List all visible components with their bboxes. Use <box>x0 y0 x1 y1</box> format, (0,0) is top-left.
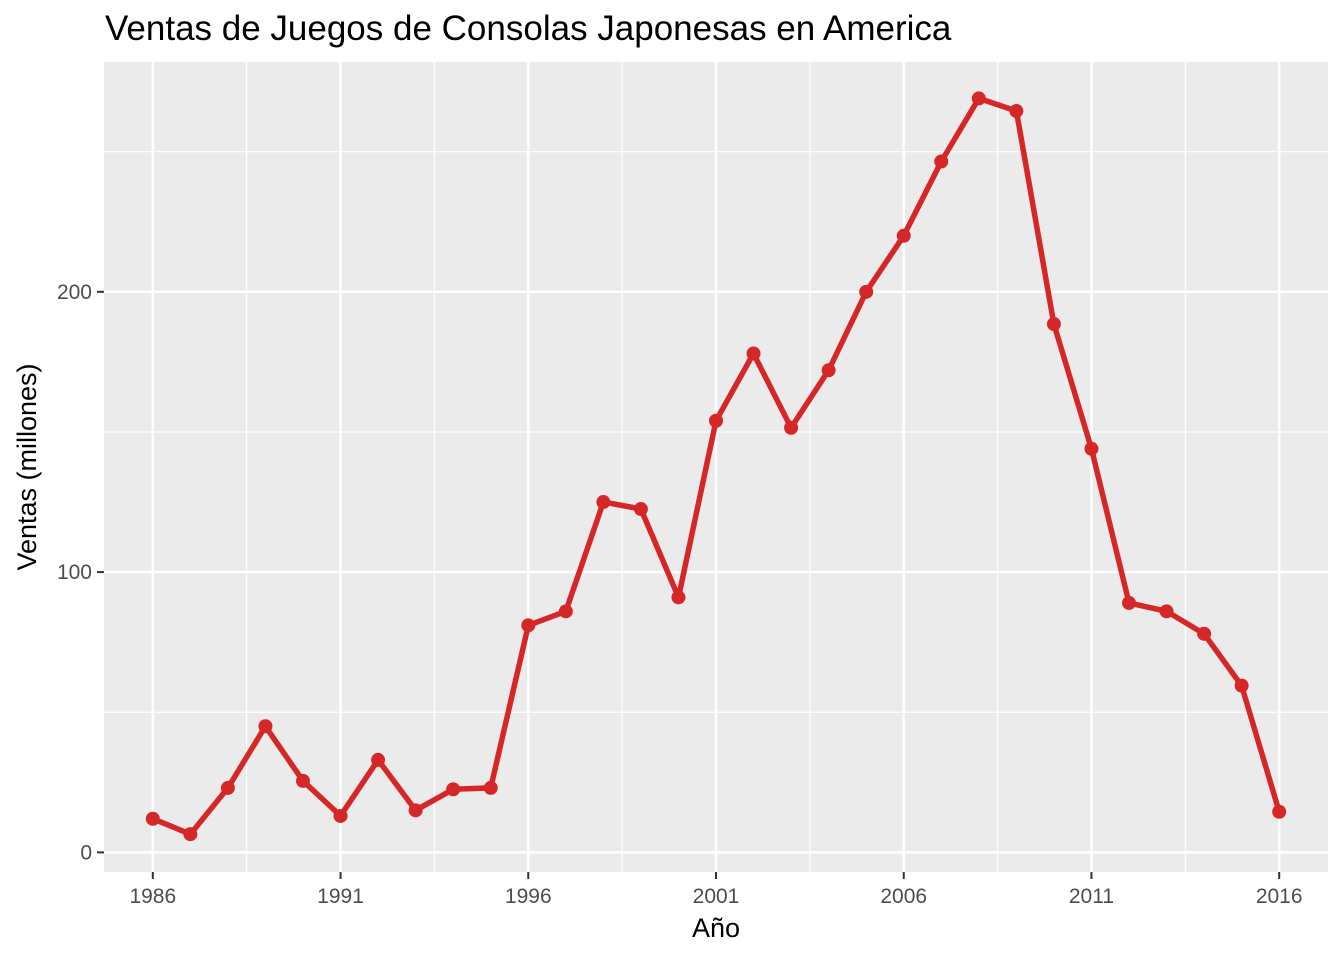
data-point <box>671 590 686 605</box>
data-point <box>258 719 273 734</box>
data-point <box>821 363 836 378</box>
data-point <box>971 91 986 106</box>
data-point <box>295 773 310 788</box>
data-point <box>1084 441 1099 456</box>
data-point <box>371 752 386 767</box>
x-axis: 1986 1991 1996 2001 2006 2011 2016 <box>129 872 1303 908</box>
x-tick-label: 1996 <box>505 885 552 908</box>
x-tick-label: 2011 <box>1069 885 1114 908</box>
data-point <box>1234 678 1249 693</box>
x-tick-label: 1991 <box>317 885 364 908</box>
data-point <box>934 154 949 169</box>
chart-title: Ventas de Juegos de Consolas Japonesas e… <box>105 9 952 48</box>
data-point <box>183 827 198 842</box>
data-point <box>596 495 611 510</box>
x-axis-title: Año <box>692 913 740 943</box>
x-tick-label: 1986 <box>129 885 176 908</box>
y-axis: 0 100 200 <box>57 281 104 864</box>
data-point <box>709 413 723 428</box>
x-tick-label: 2006 <box>880 885 927 908</box>
data-point <box>896 228 911 243</box>
minor-gridlines <box>104 62 1328 872</box>
data-point <box>859 284 874 299</box>
y-tick-label: 100 <box>57 561 92 584</box>
data-point <box>1122 595 1137 610</box>
data-point <box>1272 804 1287 819</box>
x-tick-label: 2001 <box>693 885 740 908</box>
data-point <box>1046 317 1061 332</box>
data-point <box>220 780 235 795</box>
series-sales <box>145 91 1287 842</box>
data-point <box>408 803 423 818</box>
data-point <box>333 808 348 823</box>
data-point <box>746 346 761 361</box>
data-point <box>784 420 799 435</box>
data-point <box>483 780 498 795</box>
data-point <box>558 604 573 619</box>
data-point <box>1159 604 1174 619</box>
y-axis-title: Ventas (millones) <box>12 363 42 570</box>
data-point <box>521 618 536 633</box>
y-tick-label: 0 <box>80 841 92 864</box>
y-tick-label: 200 <box>57 281 92 304</box>
data-point <box>1009 104 1024 119</box>
major-gridlines <box>104 62 1328 872</box>
data-point <box>446 782 461 797</box>
x-tick-label: 2016 <box>1256 885 1303 908</box>
data-point <box>145 811 160 826</box>
data-point <box>633 502 648 517</box>
data-point <box>1197 626 1212 641</box>
